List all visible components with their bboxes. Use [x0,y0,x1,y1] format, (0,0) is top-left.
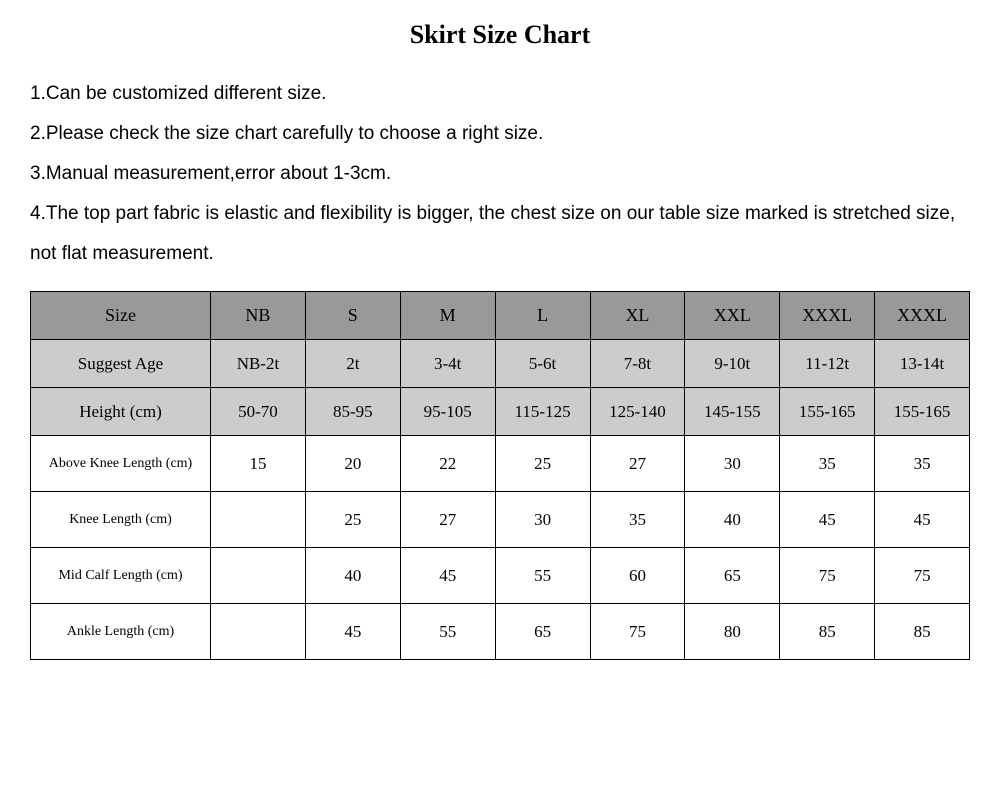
table-cell: 80 [685,604,780,660]
table-cell [211,492,306,548]
table-cell: 85 [780,604,875,660]
table-cell: 45 [305,604,400,660]
table-row: Knee Length (cm) 25 27 30 35 40 45 45 [31,492,970,548]
note-line: 3.Manual measurement,error about 1-3cm. [30,154,970,194]
note-line: 2.Please check the size chart carefully … [30,114,970,154]
table-cell: 45 [780,492,875,548]
table-cell: 30 [685,436,780,492]
table-cell: 50-70 [211,388,306,436]
table-cell [211,604,306,660]
table-cell: 3-4t [400,340,495,388]
table-cell: 5-6t [495,340,590,388]
table-header-cell: S [305,292,400,340]
table-cell: 7-8t [590,340,685,388]
table-cell: 27 [400,492,495,548]
table-header-cell: XXXL [875,292,970,340]
table-header-cell: Size [31,292,211,340]
table-cell: 60 [590,548,685,604]
table-cell: 45 [875,492,970,548]
table-cell: 30 [495,492,590,548]
table-header-cell: XXXL [780,292,875,340]
table-row: Mid Calf Length (cm) 40 45 55 60 65 75 7… [31,548,970,604]
table-row: Ankle Length (cm) 45 55 65 75 80 85 85 [31,604,970,660]
table-header-cell: NB [211,292,306,340]
table-cell: 35 [590,492,685,548]
table-cell [211,548,306,604]
note-line: 4.The top part fabric is elastic and fle… [30,194,970,274]
table-row: Above Knee Length (cm) 15 20 22 25 27 30… [31,436,970,492]
table-cell: 65 [495,604,590,660]
table-cell: 40 [685,492,780,548]
table-header-row: Size NB S M L XL XXL XXXL XXXL [31,292,970,340]
table-cell: 85-95 [305,388,400,436]
row-label: Height (cm) [31,388,211,436]
table-cell: 35 [875,436,970,492]
size-chart-table: Size NB S M L XL XXL XXXL XXXL Suggest A… [30,291,970,660]
page-title: Skirt Size Chart [30,20,970,50]
notes-block: 1.Can be customized different size. 2.Pl… [30,74,970,273]
size-chart-document: Skirt Size Chart 1.Can be customized dif… [0,0,1000,660]
table-header-cell: XXL [685,292,780,340]
table-cell: 145-155 [685,388,780,436]
table-cell: 75 [590,604,685,660]
table-cell: 125-140 [590,388,685,436]
table-cell: 15 [211,436,306,492]
table-cell: 25 [495,436,590,492]
note-line: 1.Can be customized different size. [30,74,970,114]
table-cell: 155-165 [875,388,970,436]
table-cell: 22 [400,436,495,492]
table-cell: 40 [305,548,400,604]
table-cell: 11-12t [780,340,875,388]
row-label: Mid Calf Length (cm) [31,548,211,604]
row-label: Knee Length (cm) [31,492,211,548]
table-cell: 13-14t [875,340,970,388]
table-cell: 20 [305,436,400,492]
table-cell: 75 [875,548,970,604]
table-header-cell: M [400,292,495,340]
table-cell: 65 [685,548,780,604]
table-subheader-row: Suggest Age NB-2t 2t 3-4t 5-6t 7-8t 9-10… [31,340,970,388]
table-cell: 25 [305,492,400,548]
table-cell: NB-2t [211,340,306,388]
table-cell: 2t [305,340,400,388]
row-label: Ankle Length (cm) [31,604,211,660]
table-cell: 55 [400,604,495,660]
table-cell: 9-10t [685,340,780,388]
row-label: Above Knee Length (cm) [31,436,211,492]
table-cell: 75 [780,548,875,604]
table-header-cell: L [495,292,590,340]
table-cell: 95-105 [400,388,495,436]
table-cell: 27 [590,436,685,492]
table-header-cell: XL [590,292,685,340]
table-cell: 55 [495,548,590,604]
table-subheader-row: Height (cm) 50-70 85-95 95-105 115-125 1… [31,388,970,436]
table-cell: 155-165 [780,388,875,436]
table-cell: 115-125 [495,388,590,436]
row-label: Suggest Age [31,340,211,388]
table-cell: 35 [780,436,875,492]
table-cell: 45 [400,548,495,604]
table-cell: 85 [875,604,970,660]
